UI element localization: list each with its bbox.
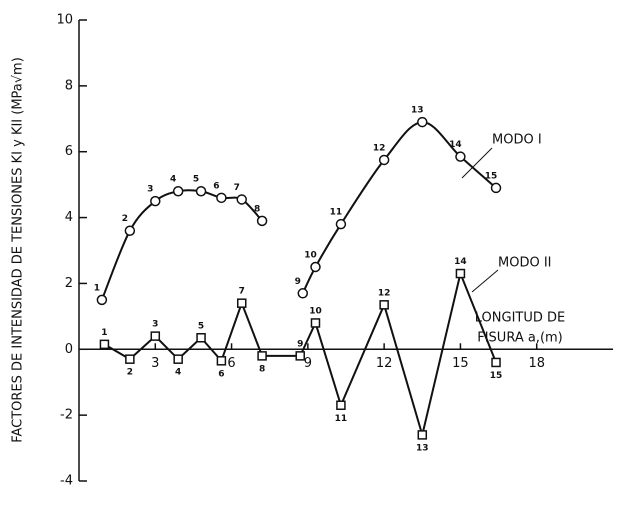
point-label: 12 bbox=[373, 143, 386, 153]
point-label: 10 bbox=[309, 306, 322, 316]
point bbox=[455, 268, 466, 279]
y-tick-label: 2 bbox=[65, 276, 73, 291]
x-axis-label: LONGITUD DE bbox=[475, 311, 565, 326]
point-label: 4 bbox=[170, 175, 176, 185]
point bbox=[297, 288, 309, 299]
point-label: 11 bbox=[330, 208, 343, 218]
y-tick-label: -4 bbox=[60, 474, 73, 489]
point-label: 11 bbox=[335, 414, 348, 424]
point bbox=[491, 357, 501, 368]
point-label: 7 bbox=[234, 183, 240, 193]
point bbox=[124, 225, 136, 236]
point bbox=[150, 331, 161, 341]
y-tick-label: 0 bbox=[65, 342, 73, 357]
point-label: 2 bbox=[127, 368, 133, 378]
x-tick-label: 6 bbox=[227, 356, 235, 371]
y-tick-label: 8 bbox=[65, 78, 73, 93]
point-label: 8 bbox=[259, 364, 265, 374]
point bbox=[96, 294, 108, 306]
point bbox=[216, 192, 227, 204]
point bbox=[417, 116, 428, 128]
point-label: 5 bbox=[198, 321, 204, 331]
point-label: 9 bbox=[295, 277, 301, 287]
point-label: 1 bbox=[94, 283, 100, 293]
point bbox=[335, 218, 347, 230]
point bbox=[236, 194, 247, 205]
x-tick-label: 12 bbox=[376, 356, 393, 371]
point bbox=[173, 354, 183, 364]
point bbox=[196, 333, 206, 343]
point-label: 8 bbox=[254, 204, 260, 214]
point bbox=[150, 195, 161, 207]
point-label: 2 bbox=[122, 214, 128, 224]
point-label: 4 bbox=[175, 368, 181, 378]
point bbox=[336, 400, 346, 411]
point-label: 12 bbox=[378, 288, 391, 298]
x-tick-label: 3 bbox=[151, 356, 159, 371]
point-label: 3 bbox=[152, 320, 158, 330]
point-label: 5 bbox=[193, 175, 199, 185]
y-axis-label: FACTORES DE INTENSIDAD DE TENSIONES KI y… bbox=[11, 57, 26, 443]
legend-label: MODO I bbox=[492, 133, 542, 148]
y-tick-label: -2 bbox=[60, 408, 73, 423]
point-label: 13 bbox=[416, 443, 429, 453]
point bbox=[172, 185, 184, 197]
y-tick-label: 4 bbox=[65, 210, 73, 225]
point-label: 1 bbox=[101, 328, 107, 338]
point bbox=[417, 430, 428, 440]
point bbox=[216, 356, 227, 366]
point bbox=[256, 215, 268, 227]
point-label: 15 bbox=[485, 171, 498, 181]
leader-line bbox=[471, 269, 499, 293]
point-label: 15 bbox=[490, 371, 503, 381]
point bbox=[99, 339, 110, 350]
legend-label: MODO II bbox=[498, 256, 552, 271]
series-line bbox=[100, 189, 263, 301]
point bbox=[379, 300, 389, 310]
point bbox=[378, 154, 390, 166]
point bbox=[310, 318, 321, 328]
x-axis-label: FISURA a,(m) bbox=[477, 331, 563, 346]
point bbox=[295, 351, 305, 361]
point-label: 14 bbox=[454, 257, 467, 267]
point-label: 3 bbox=[147, 185, 153, 195]
point-label: 9 bbox=[297, 339, 303, 349]
point-label: 13 bbox=[411, 106, 424, 116]
point bbox=[455, 151, 466, 162]
point bbox=[236, 298, 247, 308]
x-tick-label: 9 bbox=[304, 356, 312, 371]
y-tick-label: 6 bbox=[65, 144, 73, 159]
point-label: 6 bbox=[213, 181, 219, 191]
point-label: 14 bbox=[449, 140, 462, 150]
point bbox=[195, 185, 207, 197]
point-label: 6 bbox=[218, 369, 224, 379]
point-label: 10 bbox=[304, 250, 317, 260]
x-tick-label: 15 bbox=[452, 356, 469, 371]
point bbox=[125, 354, 135, 364]
x-tick-label: 18 bbox=[528, 356, 545, 371]
point bbox=[257, 351, 267, 361]
leader-line bbox=[461, 147, 493, 179]
point-label: 7 bbox=[239, 287, 245, 297]
point bbox=[310, 261, 321, 273]
y-tick-label: 10 bbox=[56, 13, 73, 28]
point bbox=[490, 182, 502, 194]
